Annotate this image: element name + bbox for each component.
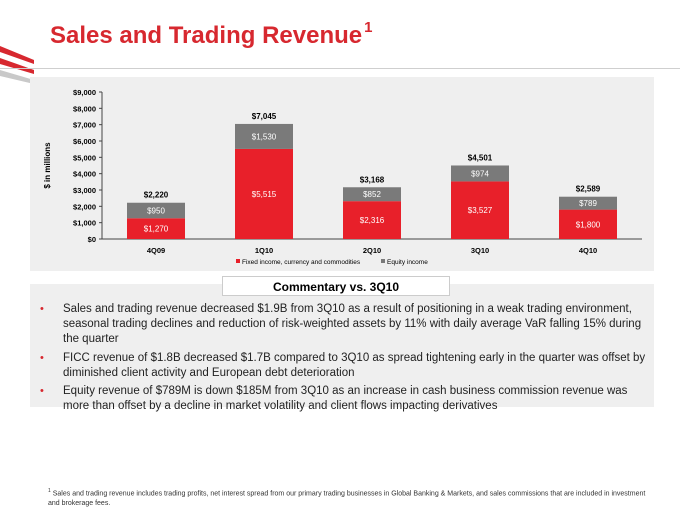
x-tick-label: 1Q10 <box>255 246 273 255</box>
y-tick-label: $3,000 <box>73 186 96 195</box>
y-tick-label: $6,000 <box>73 137 96 146</box>
y-axis-title: $ in millions <box>43 142 52 189</box>
y-tick-label: $4,000 <box>73 170 96 179</box>
bar-fixed-income <box>127 218 185 239</box>
data-label-equity-income: $852 <box>363 190 381 199</box>
footnote: 1 Sales and trading revenue includes tra… <box>48 486 648 509</box>
data-label-fixed-income: $1,270 <box>144 225 169 234</box>
commentary-bullet: • Equity revenue of $789M is down $185M f… <box>40 384 646 414</box>
data-label-total: $2,589 <box>576 185 601 194</box>
x-tick-label: 4Q09 <box>147 246 165 255</box>
data-label-total: $3,168 <box>360 175 385 184</box>
footnote-text: Sales and trading revenue includes tradi… <box>48 490 646 508</box>
data-label-total: $4,501 <box>468 153 493 162</box>
commentary-heading: Commentary vs. 3Q10 <box>222 276 450 296</box>
y-tick-label: $5,000 <box>73 153 96 162</box>
y-tick-label: $9,000 <box>73 88 96 97</box>
chart-panel: $0 $1,000 $2,000 $3,000 $4,000 $5,000 $6,000 $7… <box>30 77 654 271</box>
data-label-total: $7,045 <box>252 112 277 121</box>
bar-fixed-income <box>451 181 509 239</box>
legend-label-fixed-income: Fixed income, currency and commodities <box>242 259 361 266</box>
bar-equity-income <box>235 123 293 149</box>
data-label-fixed-income: $5,515 <box>252 190 277 199</box>
commentary-text: Sales and trading revenue decreased $1.9… <box>63 303 642 346</box>
page-title-text: Sales and Trading Revenue <box>50 22 363 49</box>
y-tick-label: $7,000 <box>73 121 96 130</box>
commentary-text: FICC revenue of $1.8B decreased $1.7B co… <box>63 351 646 379</box>
revenue-bar-chart: $0 $1,000 $2,000 $3,000 $4,000 $5,000 $6,000 $7… <box>43 88 642 266</box>
commentary-panel: • Sales and trading revenue decreased $1.… <box>30 284 654 412</box>
commentary-list: • Sales and trading revenue decreased $1.… <box>40 302 646 417</box>
page-title: Sales and Trading Revenue 1 <box>50 19 373 50</box>
bullet-icon: • <box>40 303 44 315</box>
commentary-text: Equity revenue of $789M is down $185M fr… <box>63 385 628 413</box>
bar-fixed-income <box>559 209 617 239</box>
title-footnote-marker: 1 <box>364 19 373 36</box>
x-tick-label: 2Q10 <box>363 246 381 255</box>
bullet-icon: • <box>40 351 44 364</box>
data-label-total: $2,220 <box>144 191 169 200</box>
legend-swatch-fixed-income <box>236 259 240 263</box>
data-label-fixed-income: $1,800 <box>576 220 601 229</box>
legend-label-equity-income: Equity income <box>387 259 428 266</box>
bar-equity-income <box>451 165 509 182</box>
data-label-equity-income: $974 <box>471 169 489 178</box>
commentary-bullet: • Sales and trading revenue decreased $1.… <box>40 302 646 348</box>
x-tick-label: 3Q10 <box>471 246 489 255</box>
data-label-equity-income: $789 <box>579 199 597 208</box>
y-tick-label: $1,000 <box>73 219 96 228</box>
bar-equity-income <box>127 202 185 219</box>
bullet-icon: • <box>40 385 44 398</box>
title-divider <box>0 68 680 69</box>
commentary-bullet: • FICC revenue of $1.8B decreased $1.7B c… <box>40 351 646 381</box>
y-tick-label: $0 <box>88 235 96 244</box>
y-tick-label: $2,000 <box>73 202 96 211</box>
bar-fixed-income <box>343 201 401 239</box>
bar-equity-income <box>559 196 617 210</box>
footnote-marker: 1 <box>48 488 51 494</box>
data-label-equity-income: $950 <box>147 206 165 215</box>
y-tick-label: $8,000 <box>73 104 96 113</box>
bar-fixed-income <box>235 148 293 239</box>
x-tick-label: 4Q10 <box>579 246 597 255</box>
data-label-fixed-income: $3,527 <box>468 206 493 215</box>
data-label-equity-income: $1,530 <box>252 132 277 141</box>
legend-swatch-equity-income <box>381 259 385 263</box>
data-label-fixed-income: $2,316 <box>360 216 385 225</box>
bar-equity-income <box>343 187 401 202</box>
flag-logo-icon <box>0 46 34 84</box>
